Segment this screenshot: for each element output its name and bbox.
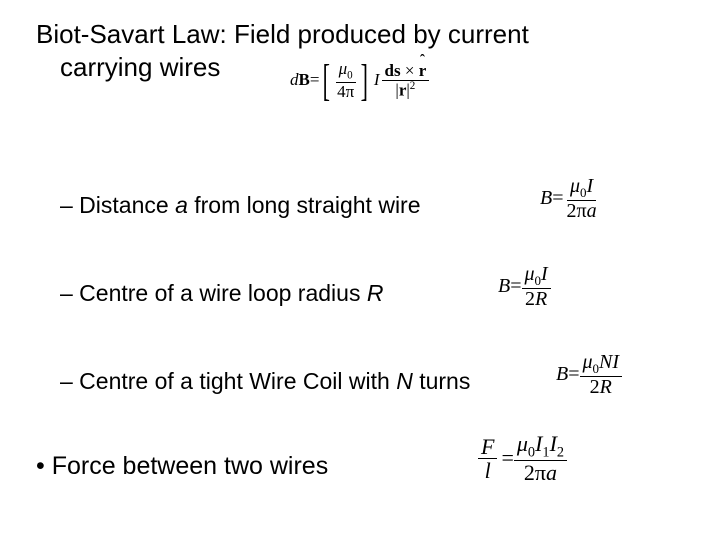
ds-cross-r-frac: ds × r |r|2 [382, 62, 430, 99]
mu-sub: 0 [347, 69, 353, 81]
eq3-I: I [612, 351, 619, 373]
eq4-equals: = [501, 445, 513, 471]
eq4-mu-sub: 0 [528, 444, 535, 460]
row2-R: R [367, 280, 384, 306]
eq4-I2-sub: 2 [557, 444, 564, 460]
eq3-R: R [600, 376, 612, 398]
mu0-over-4pi: μ0 4π [334, 60, 357, 101]
eq4-I1-sub: 1 [542, 444, 549, 460]
r-mag: r [399, 80, 407, 99]
eq4-l: l [482, 459, 494, 482]
row1-a: a [175, 192, 188, 218]
title-line1: Biot-Savart Law: Field produced by curre… [36, 18, 686, 51]
row1-suffix: from long straight wire [188, 192, 421, 218]
eq1-I: I [586, 175, 593, 197]
eq2-I: I [541, 263, 548, 285]
equation-straight-wire: B = μ0I 2πa [540, 176, 600, 222]
row1-prefix: – Distance [60, 192, 175, 218]
eq4-a: a [546, 460, 557, 485]
eq4-2pi: 2π [524, 460, 546, 485]
eq1-equals: = [552, 187, 563, 210]
eq1-2pi: 2π [567, 200, 587, 222]
row3-N: N [396, 368, 413, 394]
eq-sign-1: = [310, 70, 320, 90]
equation-wire-coil: B = μ0NI 2R [556, 352, 622, 398]
eq1-mu: μ [570, 175, 580, 197]
four-pi: 4π [334, 83, 357, 101]
eq3-2: 2 [590, 376, 600, 398]
eq4-mu: μ [517, 431, 528, 456]
eq3-N: N [599, 351, 612, 373]
current-I: I [374, 70, 380, 90]
eq2-B: B [498, 275, 510, 298]
equation-wire-loop: B = μ0I 2R [498, 264, 551, 310]
dB-d: d [290, 70, 299, 90]
mu-symbol: μ [339, 59, 348, 78]
eq1-B: B [540, 187, 552, 210]
force-text: • Force between two wires [36, 452, 328, 480]
eq3-equals: = [568, 363, 579, 386]
bullet-wire-loop: – Centre of a wire loop radius R [60, 280, 680, 307]
eq3-mu: μ [583, 351, 593, 373]
eq4-F: F [478, 435, 497, 459]
row2-prefix: – Centre of a wire loop radius [60, 280, 367, 306]
row3-suffix: turns [413, 368, 471, 394]
eq3-B: B [556, 363, 568, 386]
r-squared: 2 [410, 80, 416, 92]
eq2-R: R [535, 288, 547, 310]
biot-savart-equation: d B = [ μ0 4π ] I ds × r |r|2 [290, 60, 429, 101]
bracket-right: ] [361, 61, 368, 101]
r-hat: r [419, 62, 427, 80]
ds-vector: ds [385, 61, 401, 80]
equation-force-wires: F l = μ0I1I2 2πa [478, 432, 567, 484]
eq2-2: 2 [525, 288, 535, 310]
eq4-I2: I [550, 431, 557, 456]
eq2-equals: = [510, 275, 521, 298]
cross-sign: × [401, 61, 419, 80]
eq1-a: a [587, 200, 597, 222]
dB-B: B [299, 70, 310, 90]
row3-prefix: – Centre of a tight Wire Coil with [60, 368, 396, 394]
eq2-mu: μ [525, 263, 535, 285]
bullet-force-wires: • Force between two wires [36, 452, 328, 481]
bracket-left: [ [323, 61, 330, 101]
